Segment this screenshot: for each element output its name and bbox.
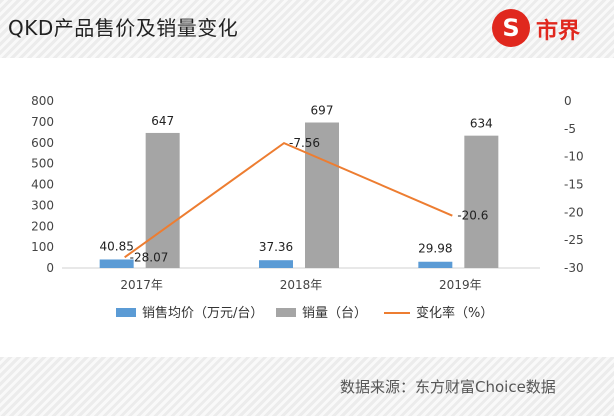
- y-left-tick-label: 500: [31, 157, 54, 171]
- data-label-change: -20.6: [457, 209, 488, 223]
- data-label-volume: 634: [470, 117, 493, 131]
- y-left-tick-label: 800: [31, 94, 54, 108]
- data-label-price: 37.36: [259, 240, 293, 254]
- bar-price: [99, 259, 134, 268]
- x-tick-label: 2019年: [439, 278, 482, 292]
- y-right-tick-label: 0: [564, 94, 572, 108]
- data-label-volume: 647: [151, 114, 174, 128]
- chart: 0 100 200 300 400 500 600 700 800 0 -5 -10 -15 -20 -25…: [31, 94, 584, 321]
- legend-label-price: 销售均价（万元/台）: [142, 305, 263, 321]
- footer-band: [0, 357, 614, 416]
- legend-swatch-price: [116, 308, 136, 317]
- bar-price: [259, 260, 293, 268]
- y-right-tick-label: -15: [564, 178, 584, 192]
- logo-circle-icon: [492, 9, 530, 47]
- y-right-tick-label: -30: [564, 261, 584, 275]
- legend-label-volume: 销量（台）: [302, 306, 367, 321]
- y-left-tick-label: 600: [31, 136, 54, 150]
- legend-swatch-volume: [276, 308, 296, 317]
- x-tick-label: 2018年: [280, 278, 323, 292]
- chart-title: QKD产品售价及销量变化: [8, 16, 239, 40]
- y-left-tick-label: 400: [31, 178, 54, 192]
- line-change-rate: [124, 141, 453, 259]
- legend-label-change: 变化率（%）: [416, 305, 493, 321]
- y-left-tick-label: 0: [46, 261, 54, 275]
- y-right-tick-label: -25: [564, 233, 584, 247]
- bar-volume: [145, 132, 180, 268]
- bar-volume: [305, 122, 339, 268]
- y-left-tick-label: 200: [31, 219, 54, 233]
- logo-glyph: S: [502, 14, 520, 42]
- logo-text: 市界: [536, 19, 581, 44]
- y-left-tick-label: 300: [31, 198, 54, 212]
- bar-volume: [464, 135, 499, 268]
- y-right-tick-label: -5: [564, 122, 576, 136]
- brand-logo: S 市界: [492, 9, 604, 49]
- source-note: 数据来源：东方财富Choice数据: [340, 378, 556, 396]
- y-left-tick-label: 700: [31, 115, 54, 129]
- data-label-change: -7.56: [289, 136, 320, 150]
- bar-price: [418, 261, 453, 268]
- y-left-tick-label: 100: [31, 240, 54, 254]
- y-right-tick-label: -10: [564, 150, 584, 164]
- data-label-change: -28.07: [130, 250, 169, 264]
- x-tick-label: 2017年: [120, 278, 163, 292]
- data-label-price: 40.85: [99, 239, 133, 253]
- data-label-price: 29.98: [418, 242, 452, 256]
- data-label-volume: 697: [311, 104, 334, 118]
- y-right-tick-label: -20: [564, 205, 584, 219]
